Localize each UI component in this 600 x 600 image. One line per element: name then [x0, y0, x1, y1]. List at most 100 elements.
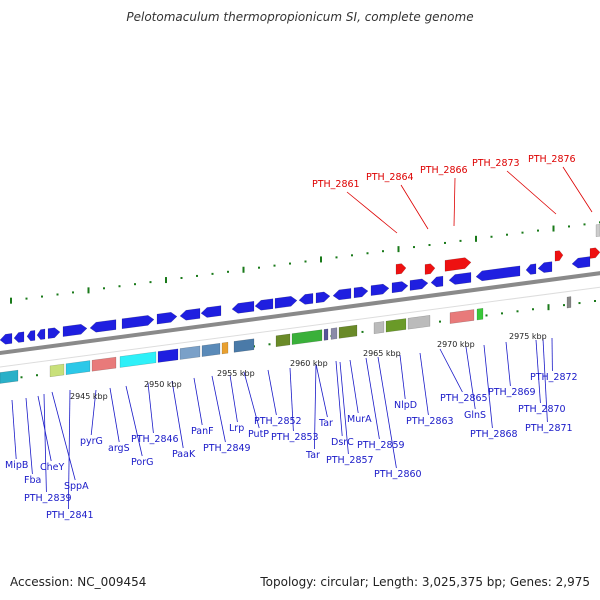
scale-tick-upper: [552, 225, 555, 232]
gene-arrow: [0, 333, 13, 345]
gene-label: PTH_2852: [254, 416, 302, 427]
gene-block: [0, 369, 19, 384]
scale-tick-upper: [351, 254, 353, 257]
gene-arrow: [298, 293, 314, 305]
blue-leader-line: [51, 391, 76, 481]
gene-label: PanF: [191, 426, 214, 437]
blue-leader-line: [11, 399, 17, 460]
scale-tick-upper: [490, 235, 493, 238]
gene-arrow: [391, 281, 409, 294]
gene-label: PutP: [248, 429, 269, 440]
gene-block: [91, 356, 117, 372]
gene-label: Lrp: [229, 423, 244, 434]
scale-tick-upper: [335, 256, 338, 259]
gene-label: GlnS: [464, 410, 486, 421]
scale-tick-upper: [444, 241, 446, 244]
gene-arrow: [571, 256, 591, 269]
scale-tick-upper: [134, 283, 136, 286]
gene-arrow: [430, 275, 444, 288]
scale-tick-upper: [475, 235, 477, 242]
gene-label: CheY: [40, 462, 64, 473]
scale-label: 2975 kbp: [509, 332, 547, 341]
scale-tick-lower: [439, 320, 441, 323]
blue-leader-line: [243, 371, 260, 429]
gene-arrow: [274, 296, 298, 309]
blue-leader-line: [315, 363, 328, 418]
blue-leader-line: [267, 369, 277, 416]
gene-block: [119, 351, 157, 368]
gene-label: Tar: [305, 450, 320, 461]
accession-text: Accession: NC_009454: [10, 575, 147, 589]
gene-label: PTH_2849: [203, 443, 251, 454]
gene-arrow: [179, 308, 201, 321]
blue-leader-line: [147, 382, 154, 434]
scale-tick-upper: [537, 229, 539, 232]
scale-tick-upper: [149, 281, 152, 284]
scale-tick-upper: [10, 297, 12, 304]
gene-block: [201, 342, 221, 357]
gene-arrow: [47, 327, 61, 339]
gene-label: PTH_2863: [406, 416, 454, 427]
red-gene-label: PTH_2873: [472, 158, 520, 169]
scale-tick-upper: [211, 272, 214, 275]
gene-block: [291, 329, 323, 345]
red-gene-arrow: [424, 263, 436, 275]
gene-block: [49, 363, 65, 378]
blue-leader-line: [419, 352, 429, 416]
scale-tick-lower: [563, 304, 565, 307]
scale-tick-lower: [36, 374, 38, 377]
gene-arrow: [448, 272, 472, 285]
scale-tick-upper: [25, 297, 28, 300]
gene-block: [233, 338, 255, 353]
scale-tick-upper: [103, 287, 105, 290]
gene-arrow: [156, 311, 178, 325]
gene-block: [323, 328, 329, 341]
blue-leader-line: [68, 389, 71, 510]
scale-tick-upper: [459, 239, 462, 242]
gene-arrow: [62, 323, 88, 337]
genome-summary-text: Topology: circular; Length: 3,025,375 bp…: [260, 575, 590, 589]
blue-leader-line: [535, 339, 541, 404]
gene-label: PTH_2872: [530, 372, 578, 383]
blue-leader-line: [193, 377, 203, 426]
gene-arrow: [231, 300, 255, 314]
scale-tick-upper: [521, 231, 524, 234]
gene-block: [338, 324, 358, 339]
gene-label: PTH_2846: [131, 434, 179, 445]
blue-leader-line: [211, 375, 226, 443]
scale-tick-upper: [273, 264, 276, 267]
scale-tick-lower: [594, 299, 596, 302]
blue-leader-line: [125, 385, 143, 457]
gene-label: pyrG: [80, 436, 103, 447]
gene-arrow: [89, 319, 117, 333]
map-title: Pelotomaculum thermopropionicum SI, comp…: [126, 10, 474, 24]
scale-tick-upper: [382, 250, 384, 253]
scale-tick-upper: [242, 266, 245, 273]
gene-arrow: [26, 330, 36, 342]
red-gene-label: PTH_2876: [528, 154, 576, 165]
blue-leader-line: [365, 357, 380, 440]
scale-tick-upper: [258, 266, 260, 269]
gene-arrow: [525, 263, 537, 275]
gene-label: Tar: [318, 418, 333, 429]
scale-label: 2965 kbp: [363, 349, 401, 358]
scale-tick-lower: [516, 310, 519, 313]
scale-tick-upper: [165, 277, 167, 284]
red-leader-line: [346, 191, 398, 234]
blue-leader-line: [25, 397, 33, 475]
blue-leader-line: [505, 341, 511, 387]
scale-tick-lower: [578, 302, 581, 305]
scale-tick-upper: [304, 260, 307, 263]
gene-block: [566, 296, 572, 309]
blue-leader-line: [289, 367, 294, 432]
gene-label: PTH_2865: [440, 393, 488, 404]
scale-tick-upper: [568, 225, 570, 228]
gene-arrow: [537, 261, 553, 273]
scale-tick-lower: [485, 314, 488, 317]
gene-label: MipB: [5, 460, 28, 471]
gene-label: PTH_2860: [374, 469, 422, 480]
gene-arrow: [332, 288, 352, 301]
scale-label: 2960 kbp: [290, 359, 328, 368]
gene-block: [449, 309, 475, 324]
